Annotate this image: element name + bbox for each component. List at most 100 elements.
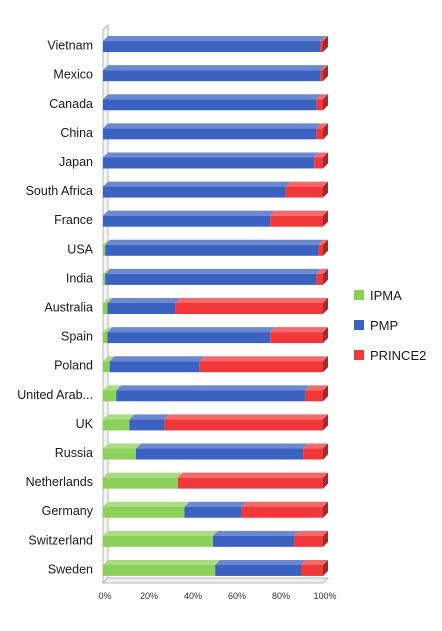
category-label-australia: Australia xyxy=(44,301,93,315)
x-tick-0: 0% xyxy=(98,591,111,601)
bar-row-united-arab xyxy=(103,385,328,402)
bar-usa-prince2-top xyxy=(318,239,328,245)
bar-usa-prince2-side xyxy=(323,239,328,256)
category-label-mexico: Mexico xyxy=(53,68,93,82)
bar-netherlands-prince2-side xyxy=(323,472,328,489)
bar-canada-prince2-side xyxy=(323,94,328,111)
bar-south-africa-pmp-top xyxy=(103,181,291,187)
bar-row-south-africa xyxy=(103,181,328,198)
x-tick-40: 40% xyxy=(184,591,202,601)
bar-china-prince2 xyxy=(316,128,323,140)
category-label-united-arab: United Arab... xyxy=(17,388,93,402)
bar-sweden-prince2-side xyxy=(323,559,328,576)
bar-india-ipma-top xyxy=(103,268,111,274)
bar-row-switzerland xyxy=(103,530,328,547)
category-label-canada: Canada xyxy=(49,97,93,111)
bar-japan-prince2-side xyxy=(323,152,328,169)
bar-row-india xyxy=(103,268,328,285)
bar-poland-pmp xyxy=(109,361,200,373)
bar-poland-ipma xyxy=(103,361,110,373)
bar-usa-pmp-top xyxy=(105,239,324,245)
bar-canada-pmp xyxy=(103,99,317,111)
bar-uk-prince2-top xyxy=(164,414,328,420)
chart-legend: IPMA PMP PRINCE2 xyxy=(354,288,426,363)
bar-row-usa xyxy=(103,239,328,256)
category-label-vietnam: Vietnam xyxy=(47,39,93,53)
bar-australia-ipma xyxy=(103,303,108,314)
bar-uk-pmp-top xyxy=(129,414,170,420)
bar-sweden-prince2 xyxy=(301,564,323,576)
bar-sweden-pmp-top xyxy=(215,559,306,565)
bar-mexico-pmp-top xyxy=(103,65,326,71)
category-labels: Vietnam Mexico Canada China Japan South Afric… xyxy=(17,39,93,577)
bar-row-spain xyxy=(103,327,328,344)
bar-russia-prince2 xyxy=(303,448,323,460)
bar-india-pmp-top xyxy=(105,268,322,274)
category-label-germany: Germany xyxy=(42,504,94,518)
bar-australia-pmp xyxy=(107,303,176,314)
bar-poland-prince2-top xyxy=(199,356,328,362)
bar-china-prince2-side xyxy=(323,123,328,140)
category-label-netherlands: Netherlands xyxy=(26,475,93,489)
bar-switzerland-prince2-side xyxy=(323,530,328,547)
bar-usa-pmp xyxy=(105,244,319,256)
bar-germany-prince2 xyxy=(241,506,323,518)
bar-canada-prince2-top xyxy=(316,94,328,100)
category-label-china: China xyxy=(60,126,93,140)
bar-canada-prince2 xyxy=(316,99,323,111)
chart-bars xyxy=(103,36,328,576)
bar-switzerland-prince2 xyxy=(294,535,323,547)
category-label-poland: Poland xyxy=(54,359,93,373)
category-label-uk: UK xyxy=(76,417,94,431)
category-label-france: France xyxy=(54,213,93,227)
bar-germany-prince2-side xyxy=(323,501,328,518)
bar-uk-prince2 xyxy=(164,419,323,431)
bar-united-arab-prince2 xyxy=(305,390,323,402)
bar-sweden-prince2-top xyxy=(301,559,328,565)
bar-row-canada xyxy=(103,94,328,111)
bar-australia-ipma-top xyxy=(103,298,113,303)
bar-switzerland-pmp-top xyxy=(213,530,300,536)
bar-australia-prince2-top xyxy=(175,298,328,303)
category-label-india: India xyxy=(66,271,93,285)
bar-mexico-pmp xyxy=(103,70,321,82)
legend-label-ipma: IPMA xyxy=(370,288,402,303)
bar-germany-pmp xyxy=(184,506,242,518)
bar-poland-pmp-top xyxy=(109,356,205,362)
bar-mexico-prince2-top xyxy=(320,65,328,71)
bar-switzerland-ipma-top xyxy=(103,530,218,536)
legend-label-pmp: PMP xyxy=(370,318,398,333)
bar-netherlands-ipma-top xyxy=(103,472,183,478)
bar-india-pmp xyxy=(105,273,317,285)
bar-united-arab-pmp-top xyxy=(116,385,311,391)
bar-japan-pmp-top xyxy=(103,152,320,158)
bar-spain-pmp xyxy=(107,332,271,344)
bar-india-prince2 xyxy=(316,273,323,285)
bar-australia-pmp-top xyxy=(107,298,181,303)
bar-usa-ipma xyxy=(103,244,106,256)
category-label-sweden: Sweden xyxy=(48,562,93,576)
bar-row-sweden xyxy=(103,559,328,576)
bar-row-china xyxy=(103,123,328,140)
bar-row-uk xyxy=(103,414,328,431)
bar-india-prince2-side xyxy=(323,268,328,285)
bar-row-australia xyxy=(103,298,328,314)
bar-spain-prince2-side xyxy=(323,327,328,344)
bar-switzerland-pmp xyxy=(213,535,295,547)
legend-label-prince2: PRINCE2 xyxy=(370,348,426,363)
x-tick-labels: 0% 20% 40% 60% 80% 100% xyxy=(98,591,336,601)
bar-mexico-prince2 xyxy=(320,70,323,82)
x-tick-60: 60% xyxy=(228,591,246,601)
bar-uk-ipma-top xyxy=(103,414,135,420)
bar-france-prince2-top xyxy=(270,210,328,216)
bar-mexico-prince2-side xyxy=(323,65,328,82)
bar-netherlands-prince2 xyxy=(177,477,323,489)
bar-sweden-ipma-top xyxy=(103,559,221,565)
bar-switzerland-prince2-top xyxy=(294,530,328,536)
bar-row-japan xyxy=(103,152,328,169)
category-label-switzerland: Switzerland xyxy=(28,533,93,547)
bar-row-russia xyxy=(103,443,328,460)
category-label-japan: Japan xyxy=(59,155,93,169)
